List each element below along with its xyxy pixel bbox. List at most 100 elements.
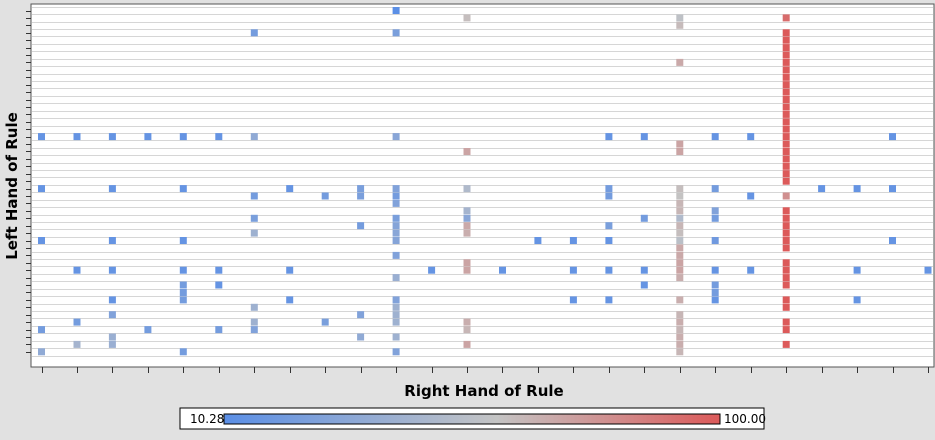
heatmap-cell xyxy=(73,340,81,348)
heatmap-cell xyxy=(676,318,684,326)
heatmap-cell xyxy=(711,281,719,289)
heatmap-cell xyxy=(357,192,365,200)
heatmap-cell xyxy=(108,311,116,319)
heatmap-cell xyxy=(569,237,577,244)
heatmap-cell xyxy=(144,326,152,334)
heatmap-cell xyxy=(38,326,45,334)
heatmap-cell xyxy=(250,214,258,222)
heatmap-cell xyxy=(711,133,719,141)
heatmap-cell xyxy=(179,296,187,304)
heatmap-cell xyxy=(144,133,152,141)
heatmap-cell xyxy=(640,281,648,289)
heatmap-cell xyxy=(108,237,116,244)
heatmap-cell xyxy=(782,51,790,59)
heatmap-cell xyxy=(38,133,45,141)
heatmap-cell xyxy=(747,133,755,141)
heatmap-cell xyxy=(711,214,719,222)
heatmap-cell xyxy=(676,185,684,193)
heatmap-cell xyxy=(782,244,790,252)
heatmap-cell xyxy=(392,303,400,311)
heatmap-cell xyxy=(357,311,365,319)
heatmap-cell xyxy=(534,237,542,244)
heatmap-cell xyxy=(250,29,258,37)
heatmap-cell xyxy=(782,229,790,237)
heatmap-cell xyxy=(108,133,116,141)
heatmap-cell xyxy=(179,185,187,193)
heatmap-cell xyxy=(250,192,258,200)
heatmap-cell xyxy=(463,185,471,193)
heatmap-cell xyxy=(38,348,45,356)
heatmap-cell xyxy=(853,296,861,304)
heatmap-cell xyxy=(73,318,81,326)
heatmap-cell xyxy=(286,185,294,193)
heatmap-cell xyxy=(605,237,613,244)
heatmap-cell xyxy=(392,348,400,356)
heatmap-cell xyxy=(711,185,719,193)
heatmap-cell xyxy=(108,266,116,274)
heatmap-cell xyxy=(250,303,258,311)
heatmap-cell xyxy=(676,259,684,267)
heatmap-cell xyxy=(782,266,790,274)
heatmap-cell xyxy=(605,185,613,193)
heatmap-cell xyxy=(782,207,790,215)
heatmap-cell xyxy=(392,222,400,230)
heatmap-cell xyxy=(676,333,684,341)
color-legend: 10.28 100.00 xyxy=(179,407,766,430)
heatmap-cell xyxy=(179,289,187,296)
heatmap-cell xyxy=(782,81,790,89)
heatmap-cell xyxy=(782,340,790,348)
heatmap-cell xyxy=(357,185,365,193)
heatmap-cell xyxy=(605,296,613,304)
y-axis-ticks xyxy=(26,11,31,353)
heatmap-cell xyxy=(676,14,684,22)
heatmap-cell xyxy=(676,340,684,348)
heatmap-cell xyxy=(392,296,400,304)
heatmap-cell xyxy=(676,311,684,319)
heatmap-cell xyxy=(179,281,187,289)
heatmap-cell xyxy=(853,266,861,274)
heatmap-cell xyxy=(215,266,223,274)
heatmap-cell xyxy=(357,333,365,341)
heatmap-cell xyxy=(782,133,790,141)
heatmap-cell xyxy=(782,96,790,103)
heatmap-cell xyxy=(782,259,790,267)
heatmap-cell xyxy=(392,229,400,237)
x-axis-ticks xyxy=(42,367,929,373)
heatmap-cell xyxy=(179,266,187,274)
heatmap-cell xyxy=(711,207,719,215)
heatmap-cell xyxy=(392,199,400,207)
heatmap-cell xyxy=(605,133,613,141)
heatmap-cell xyxy=(782,177,790,185)
heatmap-cell xyxy=(640,133,648,141)
heatmap-cell xyxy=(676,207,684,215)
heatmap-cell xyxy=(108,333,116,341)
heatmap-cell xyxy=(676,21,684,29)
heatmap-cell xyxy=(818,185,826,193)
heatmap-cell xyxy=(38,185,45,193)
heatmap-cell xyxy=(215,281,223,289)
heatmap-cell xyxy=(428,266,436,274)
heatmap-cell xyxy=(392,318,400,326)
heatmap-cell xyxy=(782,222,790,230)
heatmap-cell xyxy=(463,207,471,215)
heatmap-cell xyxy=(782,103,790,111)
heatmap-cell xyxy=(463,266,471,274)
heatmap-cell xyxy=(782,296,790,304)
y-axis-title: Left Hand of Rule xyxy=(3,112,21,260)
heatmap-cell xyxy=(179,348,187,356)
heatmap-cell xyxy=(463,259,471,267)
heatmap-cell xyxy=(392,333,400,341)
heatmap-cell xyxy=(889,237,896,244)
heatmap-cell xyxy=(782,214,790,222)
heatmap-cell xyxy=(889,133,896,141)
heatmap-cell xyxy=(782,274,790,282)
heatmap-cell xyxy=(676,199,684,207)
heatmap-cell xyxy=(215,133,223,141)
heatmap-cell xyxy=(747,266,755,274)
heatmap-cell xyxy=(782,237,790,244)
heatmap-cells xyxy=(38,7,932,356)
heatmap-cell xyxy=(392,311,400,319)
heatmap-cell xyxy=(676,140,684,148)
heatmap-cell xyxy=(782,14,790,22)
heatmap-cell xyxy=(711,296,719,304)
